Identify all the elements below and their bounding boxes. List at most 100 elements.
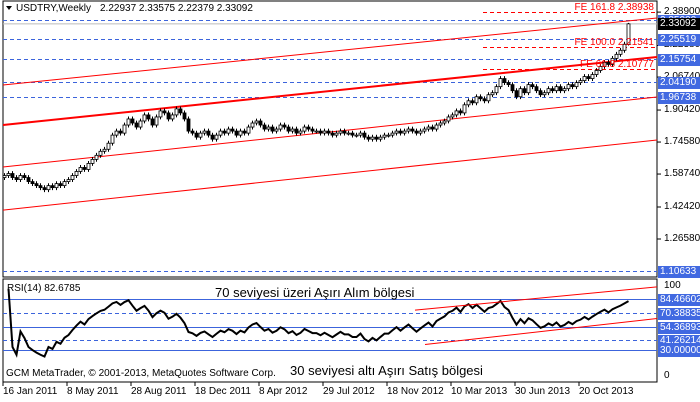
candle-body	[166, 112, 171, 120]
candle-body	[538, 90, 543, 96]
candle-body	[330, 132, 335, 136]
candle-body	[198, 132, 203, 138]
candle-body	[22, 175, 27, 178]
candle-body	[390, 132, 395, 136]
candle-body	[374, 136, 379, 140]
level-label: 2.04190	[658, 76, 700, 89]
candle-body	[378, 136, 383, 140]
candle-body	[222, 130, 227, 134]
candle-body	[346, 132, 351, 135]
candle-body	[586, 76, 591, 79]
candle-body	[354, 134, 359, 137]
rsi-level-label: 30.00000	[658, 344, 700, 357]
candle-body	[50, 185, 55, 189]
candle-body	[70, 175, 75, 180]
candle-body	[194, 132, 199, 138]
candle-body	[458, 110, 463, 114]
fib-label: FE 161.8 2.38938	[574, 1, 654, 13]
candle-body	[594, 70, 599, 75]
candle-body	[394, 130, 399, 134]
candle-body	[566, 84, 571, 90]
x-tick-label: 20 Oct 2013	[579, 386, 634, 397]
candle-body	[562, 88, 567, 92]
candle-body	[34, 183, 39, 187]
x-tick-label: 18 Nov 2012	[387, 386, 444, 397]
level-label: 2.25519	[658, 33, 700, 46]
rsi-level-label: 70.38835	[658, 307, 700, 320]
candle-body	[278, 124, 283, 130]
candle-body	[178, 108, 183, 114]
candle-body	[382, 134, 387, 138]
level-label: 2.15754	[658, 53, 700, 66]
candle-body	[406, 128, 411, 132]
rsi-trendline	[414, 286, 658, 311]
level-label: 1.10633	[658, 265, 700, 278]
candle-body	[502, 78, 507, 84]
candle-body	[342, 130, 347, 134]
candle-body	[402, 130, 407, 134]
candle-body	[514, 90, 519, 98]
candle-body	[322, 130, 327, 134]
x-tick-label: 8 May 2011	[67, 386, 119, 397]
x-tick-label: 16 Jan 2011	[3, 386, 58, 397]
candle-body	[110, 134, 115, 144]
candle-body	[590, 74, 595, 79]
candle-body	[454, 110, 459, 116]
candle-body	[558, 86, 563, 92]
candle-body	[546, 88, 551, 94]
x-tick-label: 28 Aug 2011	[131, 386, 187, 397]
candle-body	[486, 94, 491, 102]
candle-body	[434, 124, 439, 130]
y-tick-label: 1.58740	[664, 168, 700, 180]
x-tick-label: 18 Dec 2011	[195, 386, 251, 397]
candle-body	[202, 130, 207, 134]
y-tick-label: 1.74580	[664, 136, 700, 148]
candle-body	[350, 132, 355, 136]
x-tick-label: 10 Mar 2013	[451, 386, 508, 397]
y-tick-label: 1.90420	[664, 104, 700, 116]
candle-body	[574, 82, 579, 88]
rsi-level-label: 41.26214	[658, 334, 700, 347]
rsi-tick-label: 0	[664, 370, 670, 381]
candle-body	[10, 173, 15, 178]
candle-body	[446, 116, 451, 122]
candle-body	[430, 126, 435, 130]
candle-body	[30, 181, 35, 185]
candle-body	[470, 100, 475, 104]
candle-body	[274, 128, 279, 132]
candle-body	[474, 96, 479, 104]
level-label: 1.96738	[658, 91, 700, 104]
candle-body	[126, 118, 131, 126]
candle-body	[294, 128, 299, 134]
fib-label: FE 100.0 2.21541	[574, 36, 654, 48]
candle-body	[310, 128, 315, 132]
candle-body	[90, 158, 95, 164]
candle-body	[598, 66, 603, 71]
candle-body	[38, 185, 43, 189]
candle-body	[326, 130, 331, 134]
candle-body	[578, 80, 583, 84]
candle-body	[466, 100, 471, 106]
rsi-tick-label: 100	[664, 280, 681, 291]
candle-body	[206, 130, 211, 136]
ohlc-values: 2.22937 2.33575 2.22379 2.33092	[100, 3, 253, 14]
candle-body	[210, 134, 215, 140]
candle-body	[618, 49, 623, 55]
candle-body	[418, 130, 423, 134]
candle-body	[450, 114, 455, 118]
rsi-trendline	[424, 317, 658, 346]
candle-body	[366, 136, 371, 140]
rsi-level-label: 54.36893	[658, 321, 700, 334]
candle-body	[298, 130, 303, 134]
candle-body	[54, 183, 59, 189]
candle-body	[122, 124, 127, 134]
candle-body	[234, 130, 239, 136]
candle-body	[114, 130, 119, 136]
rsi-line	[7, 288, 629, 358]
candle-body	[570, 84, 575, 88]
candle-body	[362, 132, 367, 138]
candle-body	[62, 181, 67, 187]
candle-body	[426, 126, 431, 130]
candle-body	[442, 120, 447, 124]
